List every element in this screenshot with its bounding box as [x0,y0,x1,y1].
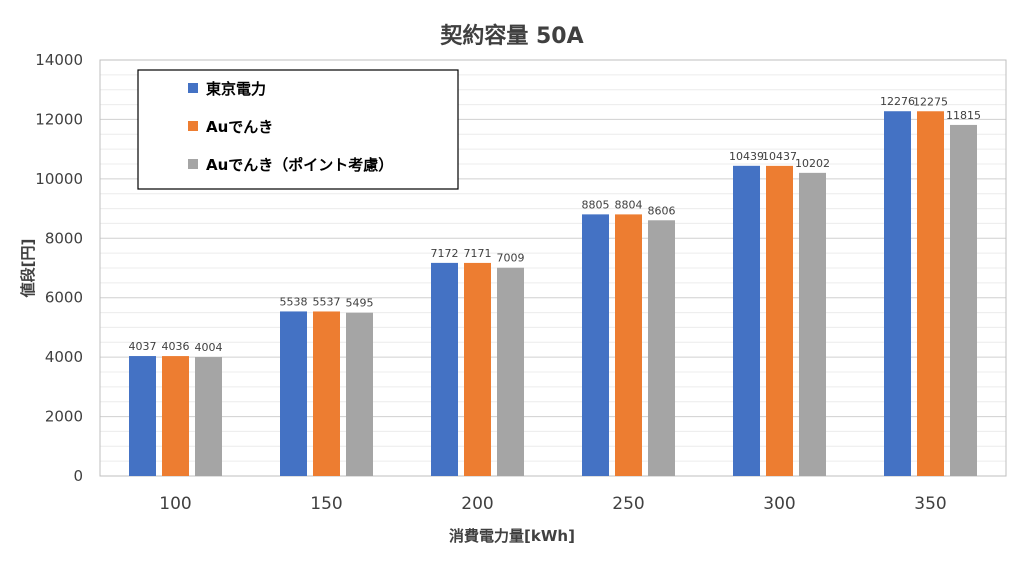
bar-value-label: 7171 [464,247,492,260]
plot-area-border [99,59,1007,477]
legend-entry-label: Auでんき（ポイント考慮） [206,156,393,174]
bar [162,356,189,476]
x-tick-label: 100 [159,494,191,514]
bar [464,262,491,476]
bar-value-label: 12276 [880,95,915,108]
bar-value-label: 8805 [582,198,610,211]
y-tick-label: 12000 [35,110,83,128]
bar-value-label: 12275 [913,95,948,108]
x-tick-label: 150 [310,494,342,514]
y-axis-label: 値段[円] [19,239,37,299]
x-axis-ticks: 100 150 200 250 300 350 [159,494,946,514]
y-tick-label: 8000 [45,229,83,247]
x-tick-label: 350 [914,494,946,514]
y-tick-label: 14000 [35,51,83,69]
y-tick-label: 10000 [35,170,83,188]
y-tick-label: 0 [73,467,83,485]
bar [799,172,826,476]
bar [582,214,609,476]
bar-value-label: 7009 [497,252,525,265]
bar [766,165,793,476]
bar [129,356,156,476]
legend-entry-label: Auでんき [206,118,273,136]
legend-swatch [188,121,198,131]
bar [615,214,642,476]
bar-value-label: 10439 [729,150,764,163]
chart-title: 契約容量 50A [439,23,583,49]
legend: 東京電力 Auでんき Auでんき（ポイント考慮） [137,69,459,190]
bar [648,220,675,476]
bar [346,312,373,476]
bar [917,111,944,476]
bar-value-label: 5537 [313,295,341,308]
x-axis-label: 消費電力量[kWh] [449,527,575,545]
x-tick-label: 300 [763,494,795,514]
y-tick-label: 2000 [45,408,83,426]
legend-swatch [188,159,198,169]
bar [884,111,911,477]
legend-entry-label: 東京電力 [206,80,266,98]
bar-value-label: 8606 [648,204,676,217]
bar-value-label: 11815 [946,109,981,122]
y-tick-label: 4000 [45,348,83,366]
data-labels: 4037 4036 4004 5538 5537 5495 7172 7171 7009 8805… [129,95,982,354]
bar [431,262,458,476]
bar [280,311,307,476]
bar-value-label: 7172 [431,247,459,260]
bar [313,311,340,476]
x-tick-label: 200 [461,494,493,514]
bar-value-label: 4004 [195,341,223,354]
bars [129,111,977,477]
bar-value-label: 10202 [795,157,830,170]
y-tick-label: 6000 [45,289,83,307]
bar-value-label: 10437 [762,150,797,163]
bar-value-label: 4037 [129,340,157,353]
bar-value-label: 5538 [280,295,308,308]
bar [733,165,760,477]
x-tick-label: 250 [612,494,644,514]
bar-value-label: 8804 [615,198,643,211]
bar-value-label: 5495 [346,297,374,310]
legend-swatch [188,83,198,93]
bar [195,357,222,476]
bar [497,267,524,476]
y-axis-ticks: 0 2000 4000 6000 8000 10000 12000 14000 [35,51,83,485]
bar-value-label: 4036 [162,340,190,353]
bar [950,124,977,476]
